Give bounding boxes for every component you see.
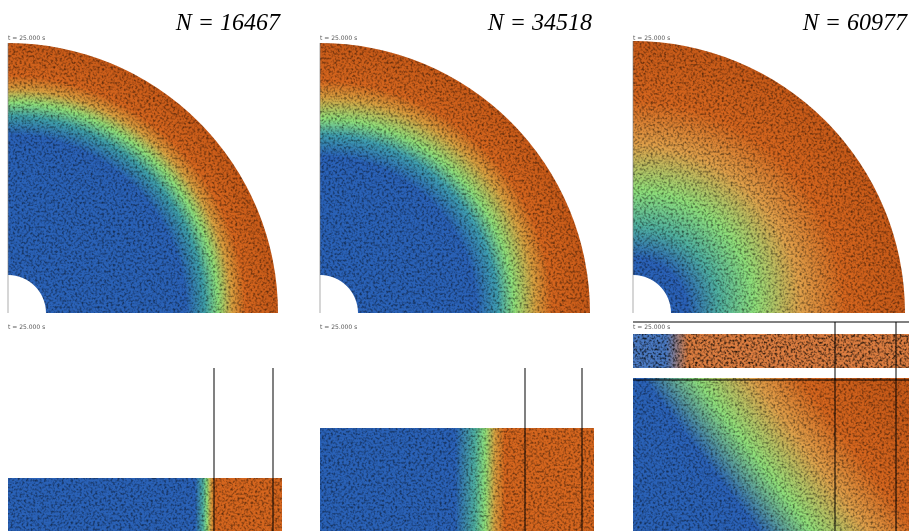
particle-texture: [8, 478, 282, 531]
panel-label: N = 34518: [487, 10, 592, 36]
time-label: t = 25.000 s: [633, 35, 670, 42]
panel-label: N = 60977: [802, 10, 908, 36]
particle-texture: [633, 378, 909, 531]
particle-texture: [320, 43, 590, 313]
panel-label: N = 16467: [175, 10, 281, 36]
particle-texture: [633, 41, 905, 313]
time-label: t = 25.000 s: [320, 35, 357, 42]
panel: N = 16467 t = 25.000 s t = 25.000 s: [7, 10, 282, 531]
time-label: t = 25.000 s: [320, 324, 357, 331]
panel: N = 34518 t = 25.000 s t = 25.000 s: [319, 10, 594, 531]
particle-texture: [633, 334, 909, 368]
panel: N = 60977 t = 25.000 s t = 25.000 s: [632, 10, 909, 531]
time-label: t = 25.000 s: [633, 324, 670, 331]
particle-texture: [320, 428, 594, 531]
time-label: t = 25.000 s: [8, 324, 45, 331]
time-label: t = 25.000 s: [8, 35, 45, 42]
particle-texture: [8, 43, 278, 313]
